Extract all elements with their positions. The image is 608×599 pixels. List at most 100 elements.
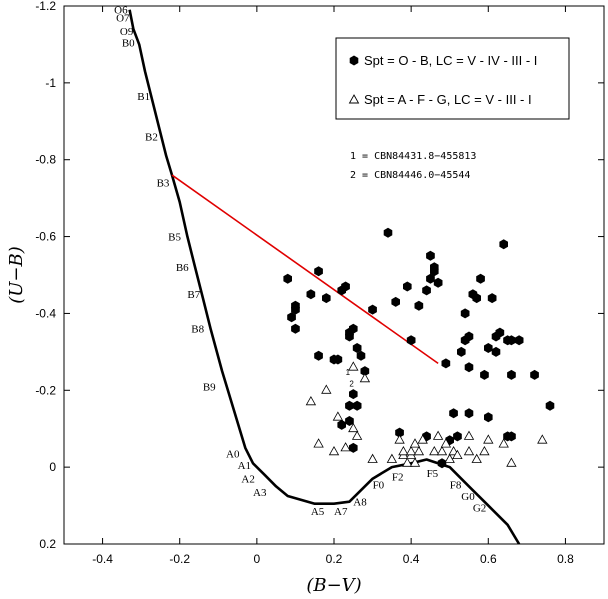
spectral-type-label: A1 — [238, 460, 251, 472]
ob-star-point — [507, 431, 516, 442]
ob-star-point — [499, 239, 508, 250]
annotation-star-2: 2 = CBN84446.0−45544 — [350, 170, 470, 181]
afg-star-point — [537, 434, 548, 444]
ob-star-point — [464, 331, 474, 342]
ob-star-point — [352, 400, 362, 411]
spectral-type-label: O7 — [116, 12, 130, 24]
ob-star-point — [391, 296, 400, 307]
afg-star-point — [386, 453, 398, 463]
afg-star-point — [398, 445, 409, 456]
afg-star-point — [483, 434, 494, 444]
ob-star-point — [314, 266, 323, 277]
annotation-star-1: 1 = CBN84431.8−455813 — [350, 151, 476, 162]
afg-star-point — [463, 445, 475, 456]
afg-star-point — [328, 445, 340, 456]
ob-star-point — [337, 419, 346, 430]
spectral-type-label: F5 — [427, 468, 439, 480]
afg-star-point — [498, 438, 509, 448]
ob-star-point — [484, 412, 493, 423]
ob-star-point — [406, 335, 416, 346]
spectral-type-label: A5 — [311, 506, 325, 518]
legend-triangle-marker — [348, 94, 360, 104]
y-tick-label: -0.2 — [35, 383, 56, 397]
spectral-type-label: F8 — [450, 479, 462, 491]
ob-star-point — [356, 350, 366, 361]
y-tick-label: -1.2 — [35, 0, 56, 13]
afg-star-point — [359, 372, 371, 383]
star-id-label: 1 — [346, 368, 351, 377]
afg-star-point — [479, 445, 490, 456]
afg-star-point — [463, 430, 475, 440]
x-tick-label: 0.4 — [403, 552, 420, 566]
ob-star-point — [349, 389, 358, 400]
spectral-type-label: O6 — [114, 5, 128, 17]
spectral-type-label: B9 — [203, 381, 216, 393]
afg-star-point — [506, 457, 517, 467]
ob-star-point — [464, 408, 474, 419]
afg-star-point — [417, 434, 428, 444]
spectral-type-label: A3 — [253, 487, 267, 499]
afg-star-point — [367, 453, 378, 463]
ob-star-point — [449, 408, 458, 419]
afg-star-point — [452, 449, 463, 460]
afg-star-point — [436, 445, 448, 456]
afg-star-point — [305, 395, 317, 406]
legend-label-ob: Spt = O - B, LC = V - IV - III - I — [364, 53, 537, 68]
afg-star-point — [409, 457, 421, 467]
y-tick-label: -0.6 — [35, 230, 56, 244]
ob-star-point — [426, 250, 435, 261]
ob-star-point — [345, 331, 354, 342]
y-tick-label: 0.2 — [39, 537, 56, 551]
intrinsic-sequence-layer — [128, 9, 521, 545]
ob-star-point — [360, 366, 370, 377]
x-tick-label: 0.8 — [557, 552, 574, 566]
ob-star-point — [426, 273, 435, 284]
spectral-type-label: B6 — [176, 262, 189, 274]
afg-star-point — [440, 438, 452, 448]
y-tick-label: -0.4 — [35, 306, 56, 320]
ob-star-point — [314, 350, 323, 361]
x-tick-label: 0.6 — [480, 552, 497, 566]
y-tick-label: -0.8 — [35, 153, 56, 167]
x-tick-label: -0.4 — [92, 552, 113, 566]
ob-star-point — [487, 293, 497, 304]
ob-star-point — [403, 281, 412, 292]
afg-star-point — [413, 445, 425, 456]
y-tick-label: 0 — [49, 460, 56, 474]
ob-star-point — [433, 277, 443, 288]
ob-star-point — [368, 304, 377, 315]
spectral-type-label: B7 — [187, 289, 200, 301]
ob-star-point — [495, 327, 505, 338]
ob-star-point — [345, 400, 354, 411]
reddening-line — [171, 174, 439, 365]
ob-star-point — [514, 335, 524, 346]
afg-star-point — [444, 453, 455, 463]
afg-star-point — [429, 445, 440, 456]
afg-star-point — [402, 457, 413, 467]
legend: Spt = O - B, LC = V - IV - III - I Spt =… — [335, 37, 570, 120]
ob-star-point — [457, 346, 466, 357]
spectral-type-label: A2 — [241, 474, 254, 486]
afg-star-point — [394, 434, 405, 444]
ob-star-point — [349, 442, 358, 453]
intrinsic-sequence-curve — [128, 9, 521, 545]
ob-star-point — [306, 289, 316, 300]
y-tick-label: -1 — [45, 76, 56, 90]
ob-star-point — [545, 400, 555, 411]
ob-star-point — [484, 343, 493, 353]
legend-box — [335, 37, 570, 120]
x-tick-label: 0.2 — [326, 552, 343, 566]
afg-star-point — [348, 361, 359, 371]
spectral-type-label: F2 — [392, 472, 404, 484]
afg-star-point — [432, 430, 444, 440]
afg-star-point — [471, 453, 482, 463]
spectral-type-label: A7 — [334, 506, 348, 518]
legend-label-afg: Spt = A - F - G, LC = V - III - I — [364, 92, 532, 107]
ob-star-point — [352, 343, 362, 353]
spectral-type-label: B8 — [191, 324, 204, 336]
ob-star-point — [349, 323, 358, 334]
ob-star-point — [530, 369, 539, 380]
ob-star-point — [322, 293, 331, 304]
ob-star-point — [441, 358, 451, 369]
